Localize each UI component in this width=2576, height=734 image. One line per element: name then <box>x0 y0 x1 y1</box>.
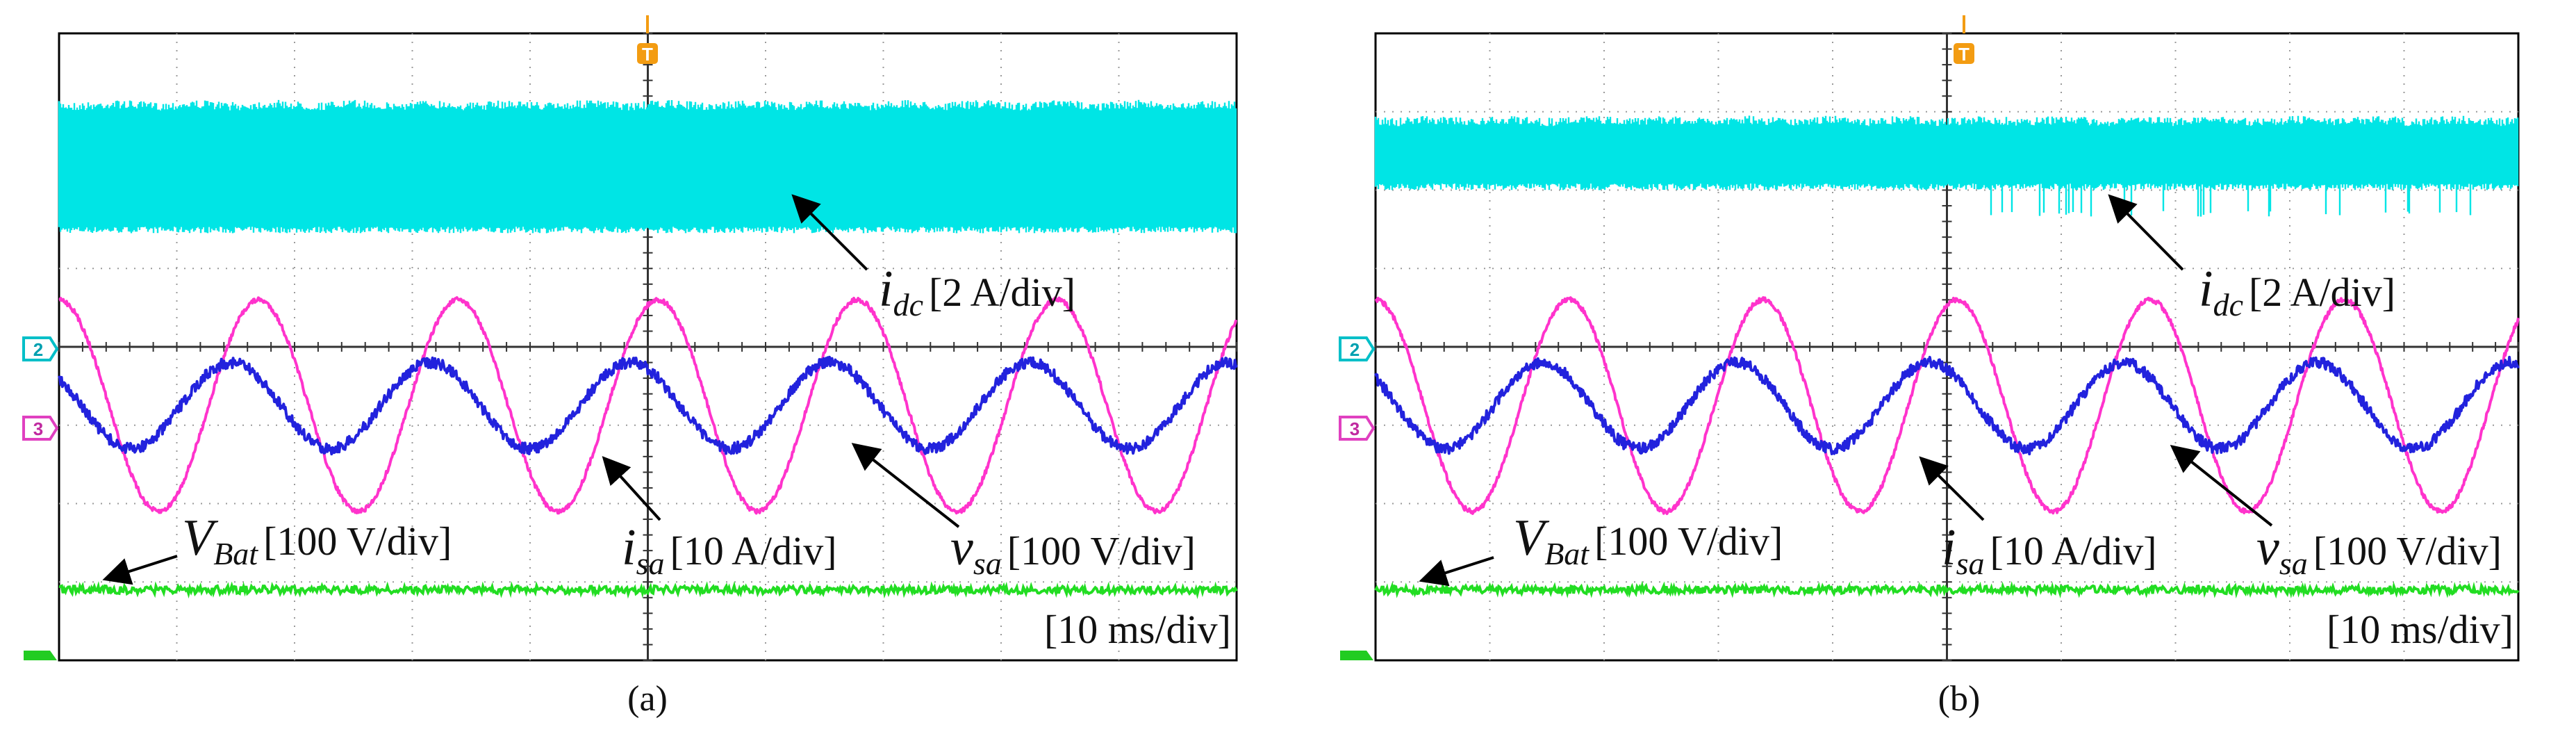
trace-i_dc-fill <box>59 117 1237 220</box>
vsa-arrow <box>851 443 960 528</box>
vbat-label: VBat [100 V/div] <box>1513 509 1783 571</box>
isa-arrow <box>602 456 661 521</box>
channel-1-marker <box>24 651 57 660</box>
trace-i_sa <box>1374 355 2520 456</box>
svg-text:3: 3 <box>33 418 43 439</box>
time-division-label: [10 ms/div] <box>1044 607 1231 652</box>
svg-text:T: T <box>1958 44 1970 65</box>
caption-b: (b) <box>1938 679 1981 719</box>
vbat-label: VBat [100 V/div] <box>182 509 452 571</box>
isa-arrow <box>1919 456 1985 521</box>
svg-text:2: 2 <box>33 339 43 360</box>
vbat-arrow <box>102 555 178 585</box>
svg-text:T: T <box>642 44 653 65</box>
vsa-arrow <box>2170 445 2273 527</box>
idc-label: idc [2 A/div] <box>879 261 1075 323</box>
caption-a: (a) <box>627 679 668 719</box>
trace-i_sa <box>58 355 1238 456</box>
trace-v_sa <box>58 296 1238 515</box>
trigger-marker: T <box>1954 15 1974 65</box>
idc-arrow <box>2108 194 2184 271</box>
trace-i_dc-fill <box>1376 133 2518 177</box>
channel-1-marker <box>1340 651 1373 660</box>
channel-2-marker: 2 <box>22 336 59 361</box>
trace-V_Bat <box>1374 580 2520 599</box>
channel-3-marker: 3 <box>1339 416 1376 441</box>
time-division-label: [10 ms/div] <box>2327 607 2513 652</box>
traces <box>58 99 1238 599</box>
panel-a: T 2 3 idc [2 A/div] VBat [100 V/div] isa [1… <box>22 15 1238 719</box>
panel-b: T 2 3 idc [2 A/div] VBat [100 V/div] isa [1… <box>1339 15 2520 719</box>
traces <box>1374 115 2520 599</box>
trace-v_sa <box>1374 296 2520 515</box>
trace-V_Bat <box>58 580 1238 599</box>
vsa-label: vsa [100 V/div] <box>2256 519 2502 581</box>
idc-arrow <box>791 194 868 271</box>
channel-2-marker: 2 <box>1339 336 1376 361</box>
channel-3-marker: 3 <box>22 416 59 441</box>
svg-text:3: 3 <box>1350 418 1360 439</box>
svg-text:2: 2 <box>1350 339 1360 360</box>
vbat-arrow <box>1419 556 1494 587</box>
idc-label: idc [2 A/div] <box>2199 261 2395 323</box>
trigger-marker: T <box>637 15 658 65</box>
isa-label: isa [10 A/div] <box>1942 519 2157 581</box>
vsa-label: vsa [100 V/div] <box>950 519 1196 581</box>
isa-label: isa [10 A/div] <box>622 519 837 581</box>
